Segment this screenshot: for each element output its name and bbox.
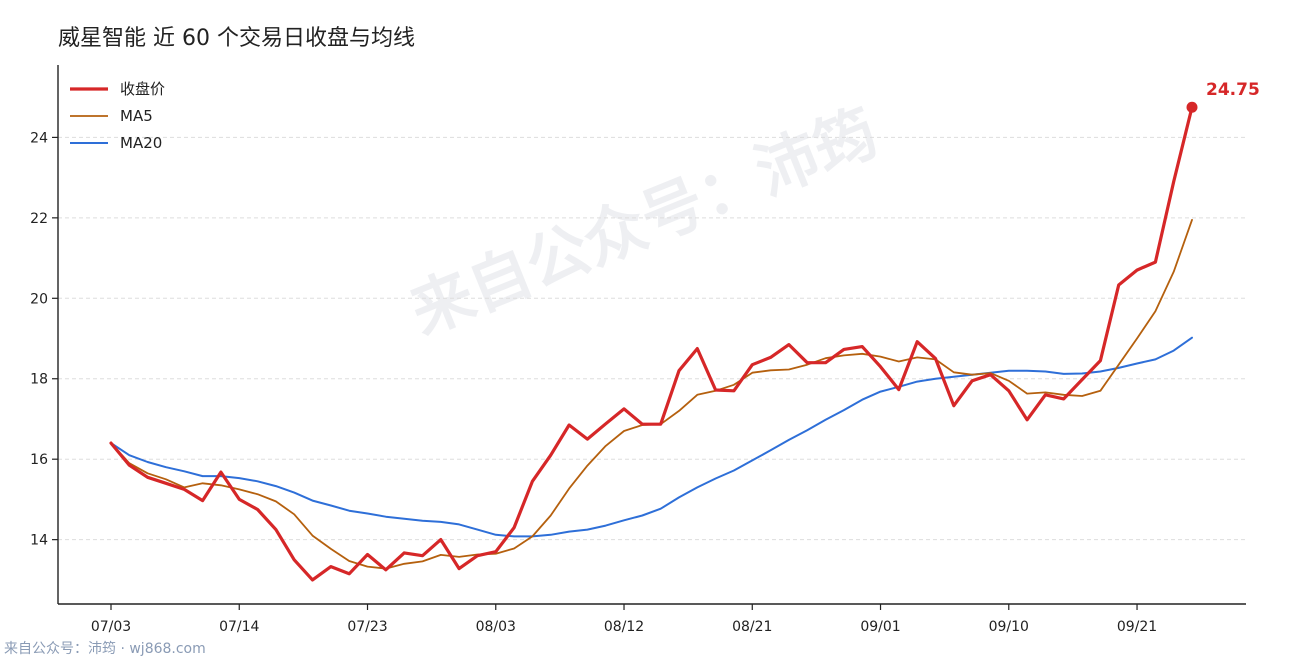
series-line-收盘价 [109,105,1194,582]
x-tick-label-09/01: 09/01 [860,619,900,635]
x-tick-label-08/03: 08/03 [476,619,516,635]
grid-lines [58,136,1246,541]
x-tick-label-07/03: 07/03 [91,619,131,635]
y-tick-label-16: 16 [30,452,48,468]
x-tick-label-09/21: 09/21 [1117,619,1157,635]
x-tick-label-08/21: 08/21 [732,619,772,635]
y-tick-label-20: 20 [30,291,48,307]
series-line-MA5 [110,218,1193,570]
x-tick-label-08/12: 08/12 [604,619,644,635]
axes: 14 16 18 20 22 24 07/03 07/14 07/23 08/03 08/12 08/… [30,65,1246,635]
legend: 收盘价 MA5 MA20 [70,80,165,152]
legend-label-MA20: MA20 [120,134,162,152]
x-tick-label-07/23: 07/23 [347,619,387,635]
y-tick-label-24: 24 [30,130,48,146]
chart-title: 威星智能 近 60 个交易日收盘与均线 [58,26,415,51]
legend-label-MA5: MA5 [120,107,153,125]
last-close-label: 24.75 [1206,80,1260,100]
legend-label-收盘价: 收盘价 [120,80,165,98]
x-tick-label-07/14: 07/14 [219,619,259,635]
series-lines: 24.75 [109,80,1260,582]
y-tick-label-14: 14 [30,533,48,549]
y-tick-label-18: 18 [30,372,48,388]
y-tick-label-22: 22 [30,211,48,227]
series-line-MA20 [110,336,1193,538]
x-tick-label-09/10: 09/10 [989,619,1029,635]
last-close-point [1186,101,1198,113]
footer-credit: 来自公众号：沛筠 · wj868.com [4,641,206,657]
